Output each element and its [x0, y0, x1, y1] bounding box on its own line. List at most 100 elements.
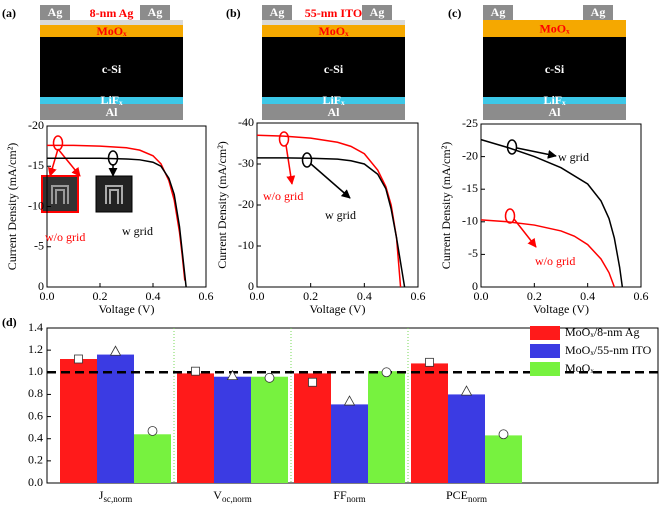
- curve-marker-ellipse: [278, 131, 290, 147]
- electrode-label: Ag: [48, 5, 63, 19]
- curve-marker-ellipse: [301, 152, 313, 168]
- layer: [262, 37, 405, 97]
- inset-pattern: [105, 185, 123, 204]
- x-tick-label: 0.4: [357, 289, 372, 303]
- x-tick-label: FFnorm: [333, 488, 365, 504]
- y-tick-label: -15: [462, 181, 478, 195]
- layer: [483, 37, 626, 97]
- layer: [40, 37, 183, 97]
- curve-marker-ellipse: [506, 139, 518, 155]
- marker-circle: [264, 372, 275, 383]
- panel-label: (c): [448, 6, 461, 20]
- bar: [134, 434, 171, 483]
- category-main: FF: [333, 488, 347, 502]
- x-tick-label: 0.6: [199, 289, 214, 303]
- layer-label: c-Si: [102, 62, 122, 76]
- y-tick-label: -40: [238, 115, 254, 129]
- y-axis-label: Current Density (mA/cm²): [5, 143, 19, 271]
- marker-square: [191, 366, 200, 376]
- y-tick-label: 0: [472, 279, 478, 293]
- bar: [177, 373, 214, 483]
- layer-label: c-Si: [324, 62, 344, 76]
- jv-curve: [47, 157, 187, 288]
- marker-triangle: [109, 345, 122, 356]
- annotation-arrow: [310, 163, 351, 199]
- curve-marker-ellipse: [504, 208, 516, 224]
- layer: [40, 97, 183, 104]
- series-label: w grid: [325, 208, 356, 222]
- panel-label: (b): [226, 6, 241, 20]
- layer-label: LiFₓ: [322, 93, 345, 107]
- bar: [448, 394, 485, 483]
- y-tick-label: -15: [28, 158, 44, 172]
- series-label: w/o grid: [45, 230, 85, 244]
- category-main: V: [213, 488, 222, 502]
- electrode-label: Ag: [591, 5, 606, 19]
- x-tick-label: 0.2: [527, 289, 542, 303]
- layer-label: MoOₓ: [318, 24, 349, 38]
- y-tick-label: -10: [238, 238, 254, 252]
- inset-pattern: [51, 185, 69, 204]
- top-layer: [262, 20, 405, 25]
- x-tick-label: 0.0: [250, 289, 265, 303]
- layer-label: c-Si: [545, 62, 565, 76]
- y-tick-label: -20: [238, 197, 254, 211]
- layer: [262, 97, 405, 104]
- x-axis-label: Voltage (V): [309, 302, 365, 316]
- x-tick-label: 0.4: [580, 289, 595, 303]
- annotation-arrow: [285, 144, 296, 185]
- y-tick-label: 0.8: [28, 386, 43, 400]
- plot-frame: [256, 122, 419, 288]
- electrode: [262, 5, 292, 20]
- layer-label: MoOₓ: [96, 24, 127, 38]
- bar: [485, 435, 522, 483]
- x-tick-label: 0.0: [474, 289, 489, 303]
- y-tick-label: -30: [238, 156, 254, 170]
- jv-curve: [257, 157, 406, 288]
- x-tick-label: Jsc,norm: [99, 488, 132, 504]
- marker-square: [74, 354, 83, 364]
- layer-label: Al: [106, 105, 119, 119]
- y-tick-label: 0: [248, 279, 254, 293]
- electrode: [483, 5, 513, 20]
- electrode-label: Ag: [148, 5, 163, 19]
- y-tick-label: -5: [468, 246, 478, 260]
- x-tick-label: 0.6: [634, 289, 649, 303]
- bar: [214, 376, 251, 483]
- y-tick-label: 1.2: [28, 342, 43, 356]
- layer-label: Al: [328, 105, 341, 119]
- electrode: [40, 5, 70, 20]
- y-axis-label: Current Density (mA/cm²): [439, 142, 453, 270]
- x-axis-label: Voltage (V): [98, 302, 154, 316]
- marker-triangle: [460, 385, 473, 396]
- marker-triangle: [226, 369, 239, 381]
- layer-label: LiFₓ: [100, 93, 123, 107]
- x-axis-label: Voltage (V): [533, 302, 589, 316]
- layer-label: MoOₓ: [539, 21, 570, 35]
- bar: [251, 376, 288, 483]
- annotation-arrow: [516, 147, 557, 159]
- x-tick-label: 0.4: [146, 289, 161, 303]
- electrode: [140, 5, 170, 20]
- electrode: [362, 5, 392, 20]
- inset-photo: [95, 175, 133, 213]
- bar: [331, 404, 368, 483]
- jv-curve: [480, 138, 624, 288]
- top-layer-label: 8-nm Ag: [90, 6, 134, 20]
- legend-label: MoOₓ: [565, 361, 594, 375]
- legend-label: MoOₓ/55-nm ITO: [565, 343, 652, 357]
- y-tick-label: 0.4: [28, 430, 43, 444]
- layer: [40, 104, 183, 120]
- series-label: w grid: [122, 224, 153, 238]
- layer: [483, 20, 626, 37]
- y-tick-label: -5: [34, 239, 44, 253]
- layer: [483, 97, 626, 104]
- top-layer: [40, 20, 183, 25]
- electrode-label: Ag: [370, 5, 385, 19]
- marker-circle: [381, 367, 392, 378]
- bar: [368, 371, 405, 483]
- y-tick-label: -20: [28, 118, 44, 132]
- legend-swatch: [530, 362, 560, 376]
- category-subscript: norm: [468, 494, 487, 504]
- marker-circle: [498, 429, 509, 440]
